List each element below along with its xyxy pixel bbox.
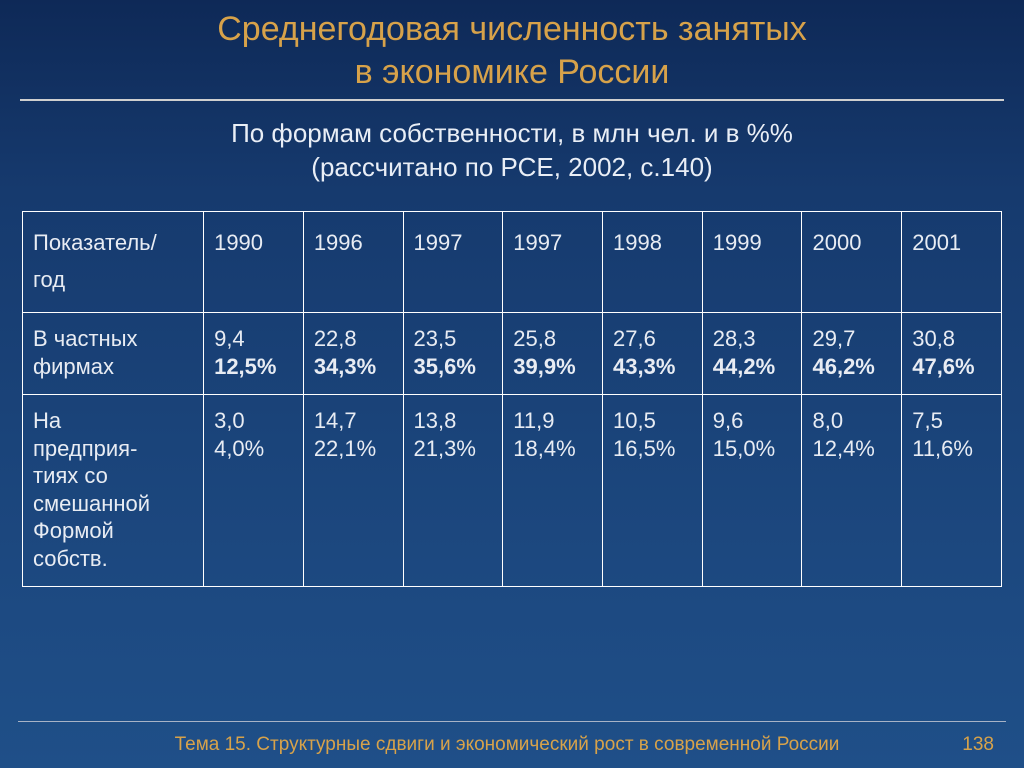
- header-label-cell: Показатель/год: [23, 211, 204, 313]
- row-label-line: фирмах: [33, 353, 195, 381]
- cell-percent: 43,3%: [613, 353, 694, 381]
- slide: Среднегодовая численность занятых в экон…: [0, 0, 1024, 768]
- cell-percent: 4,0%: [214, 435, 295, 463]
- slide-subtitle: По формам собственности, в млн чел. и в …: [0, 117, 1024, 185]
- row-label-line: тиях со: [33, 462, 195, 490]
- cell-percent: 34,3%: [314, 353, 395, 381]
- row-label-line: собств.: [33, 545, 195, 573]
- header-year: 1990: [214, 224, 295, 261]
- header-year-cell: 1997: [403, 211, 503, 313]
- cell-percent: 44,2%: [713, 353, 794, 381]
- header-label-line-2: год: [33, 261, 195, 298]
- cell-value: 7,5: [912, 407, 993, 435]
- cell-value: 9,4: [214, 325, 295, 353]
- cell-value: 30,8: [912, 325, 993, 353]
- row-label-line: предприя-: [33, 435, 195, 463]
- cell-value: 23,5: [414, 325, 495, 353]
- header-year-cell: 1998: [603, 211, 703, 313]
- data-cell: 8,012,4%: [802, 395, 902, 587]
- data-cell: 3,04,0%: [204, 395, 304, 587]
- title-line-2: в экономике России: [0, 51, 1024, 94]
- data-cell: 10,516,5%: [603, 395, 703, 587]
- cell-value: 3,0: [214, 407, 295, 435]
- footer: Тема 15. Структурные сдвиги и экономичес…: [0, 734, 1024, 756]
- cell-percent: 18,4%: [513, 435, 594, 463]
- data-cell: 29,746,2%: [802, 313, 902, 395]
- row-label-line: В частных: [33, 325, 195, 353]
- row-label-line: На: [33, 407, 195, 435]
- data-cell: 22,834,3%: [303, 313, 403, 395]
- data-cell: 28,344,2%: [702, 313, 802, 395]
- header-year: 2001: [912, 224, 993, 261]
- cell-percent: 15,0%: [713, 435, 794, 463]
- header-year-cell: 1996: [303, 211, 403, 313]
- header-year-cell: 1997: [503, 211, 603, 313]
- cell-percent: 22,1%: [314, 435, 395, 463]
- header-year: 1996: [314, 224, 395, 261]
- data-table-wrap: Показатель/год 1990 1996 1997 1997 1998 1999 20…: [22, 211, 1002, 588]
- cell-value: 14,7: [314, 407, 395, 435]
- data-cell: 27,643,3%: [603, 313, 703, 395]
- table-row: Напредприя-тиях сосмешаннойФормойсобств.…: [23, 395, 1002, 587]
- data-cell: 25,839,9%: [503, 313, 603, 395]
- data-cell: 14,722,1%: [303, 395, 403, 587]
- title-underline: [20, 99, 1004, 101]
- data-cell: 9,615,0%: [702, 395, 802, 587]
- footer-rule: [18, 721, 1006, 722]
- row-label-line: Формой: [33, 517, 195, 545]
- header-year: 1997: [414, 224, 495, 261]
- data-cell: 9,412,5%: [204, 313, 304, 395]
- cell-value: 10,5: [613, 407, 694, 435]
- header-year-cell: 2000: [802, 211, 902, 313]
- cell-percent: 12,5%: [214, 353, 295, 381]
- data-table: Показатель/год 1990 1996 1997 1997 1998 1999 20…: [22, 211, 1002, 588]
- cell-percent: 11,6%: [912, 435, 993, 463]
- header-year: 1997: [513, 224, 594, 261]
- cell-value: 22,8: [314, 325, 395, 353]
- header-year: 2000: [812, 224, 893, 261]
- data-cell: 11,918,4%: [503, 395, 603, 587]
- table-header-row: Показатель/год 1990 1996 1997 1997 1998 1999 20…: [23, 211, 1002, 313]
- data-cell: 7,511,6%: [902, 395, 1002, 587]
- cell-value: 28,3: [713, 325, 794, 353]
- cell-percent: 35,6%: [414, 353, 495, 381]
- cell-value: 27,6: [613, 325, 694, 353]
- cell-value: 25,8: [513, 325, 594, 353]
- row-label-cell: Напредприя-тиях сосмешаннойФормойсобств.: [23, 395, 204, 587]
- row-label-cell: В частныхфирмах: [23, 313, 204, 395]
- cell-percent: 46,2%: [812, 353, 893, 381]
- header-year: 1999: [713, 224, 794, 261]
- header-year-cell: 1999: [702, 211, 802, 313]
- data-cell: 23,535,6%: [403, 313, 503, 395]
- cell-percent: 47,6%: [912, 353, 993, 381]
- footer-text: Тема 15. Структурные сдвиги и экономичес…: [80, 734, 934, 756]
- cell-percent: 39,9%: [513, 353, 594, 381]
- cell-value: 11,9: [513, 407, 594, 435]
- data-cell: 30,847,6%: [902, 313, 1002, 395]
- table-row: В частныхфирмах9,412,5%22,834,3%23,535,6…: [23, 313, 1002, 395]
- header-label-line-1: Показатель/: [33, 224, 195, 261]
- cell-value: 13,8: [414, 407, 495, 435]
- cell-percent: 21,3%: [414, 435, 495, 463]
- cell-percent: 16,5%: [613, 435, 694, 463]
- header-year: 1998: [613, 224, 694, 261]
- subtitle-line-2: (рассчитано по РСЕ, 2002, с.140): [0, 151, 1024, 185]
- cell-percent: 12,4%: [812, 435, 893, 463]
- row-label-line: смешанной: [33, 490, 195, 518]
- header-year-cell: 2001: [902, 211, 1002, 313]
- header-year-cell: 1990: [204, 211, 304, 313]
- title-line-1: Среднегодовая численность занятых: [0, 8, 1024, 51]
- slide-title: Среднегодовая численность занятых в экон…: [0, 0, 1024, 93]
- subtitle-line-1: По формам собственности, в млн чел. и в …: [0, 117, 1024, 151]
- data-cell: 13,821,3%: [403, 395, 503, 587]
- page-number: 138: [934, 734, 994, 756]
- cell-value: 8,0: [812, 407, 893, 435]
- cell-value: 9,6: [713, 407, 794, 435]
- cell-value: 29,7: [812, 325, 893, 353]
